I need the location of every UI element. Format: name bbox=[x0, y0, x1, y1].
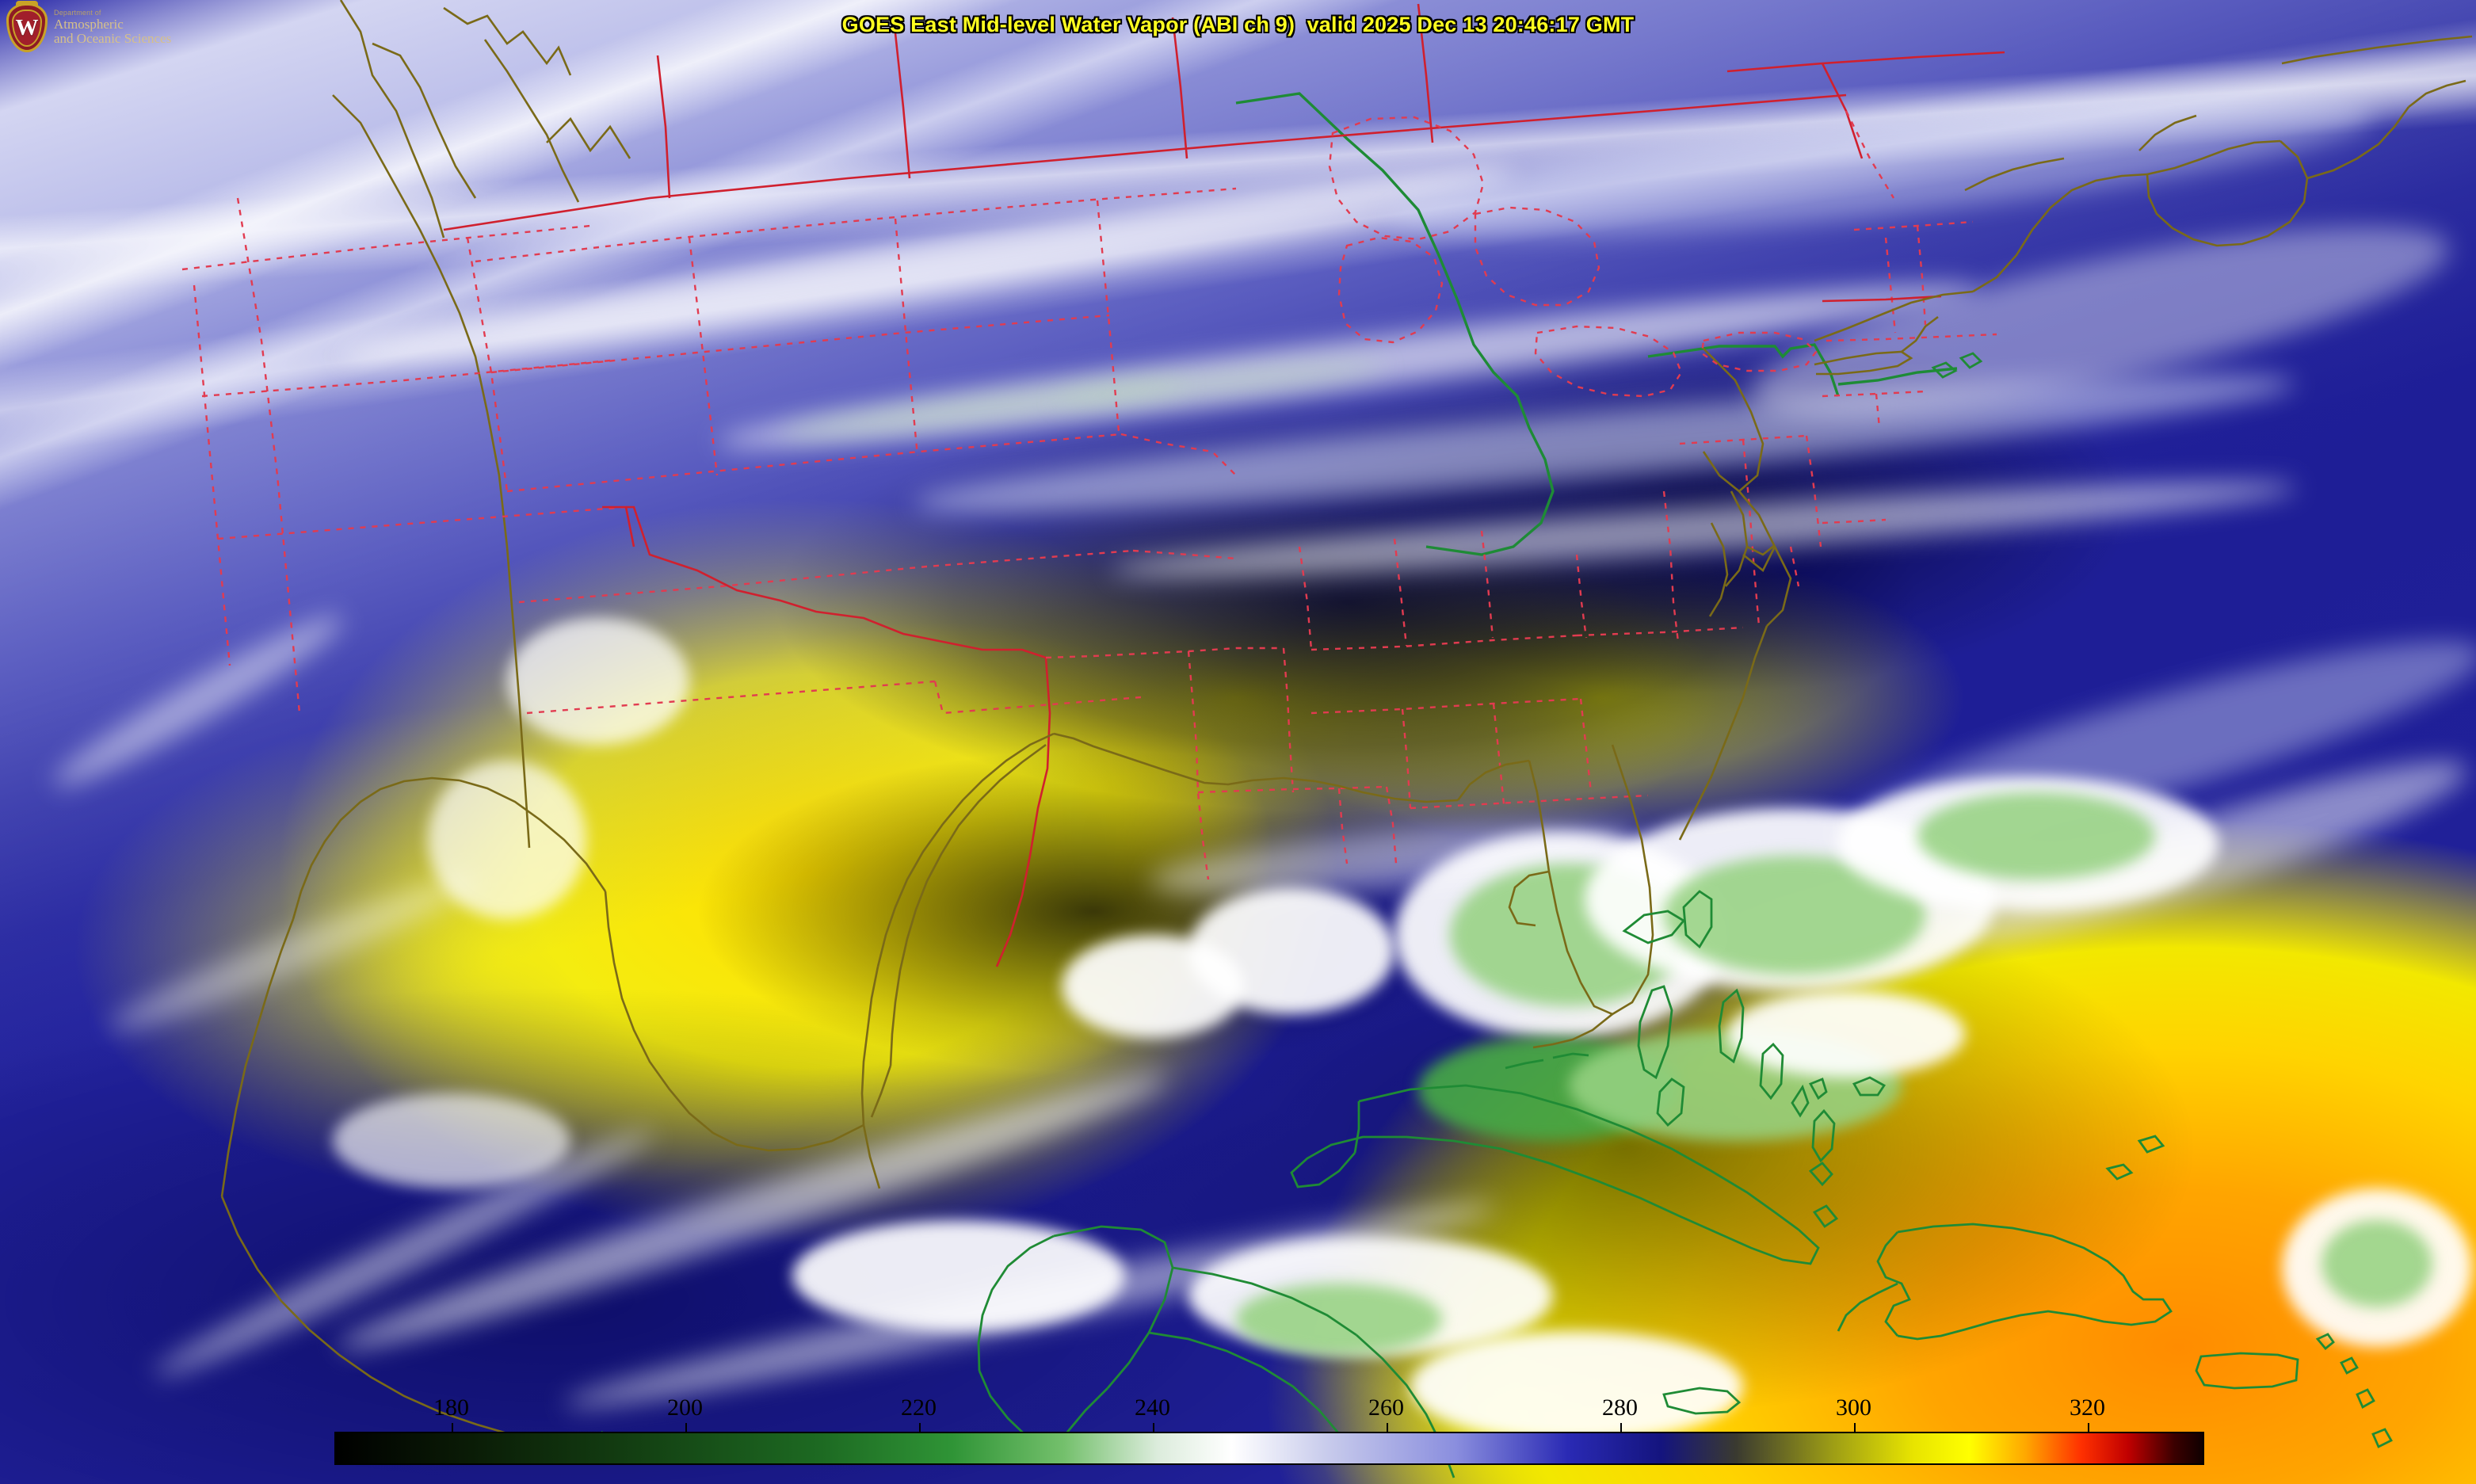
colorbar-tick-label: 280 bbox=[1602, 1394, 1638, 1421]
colorbar-tick-label: 200 bbox=[667, 1394, 703, 1421]
colorbar-tick-label: 320 bbox=[2070, 1394, 2105, 1421]
logo-department-line: Department of bbox=[54, 9, 101, 17]
uw-aos-logo: W Department of Atmospheric and Oceanic … bbox=[6, 1, 171, 52]
colorbar-tick-label: 260 bbox=[1368, 1394, 1404, 1421]
colorbar bbox=[334, 1432, 2204, 1465]
colorbar-tick-label: 240 bbox=[1135, 1394, 1170, 1421]
page-title: GOES East Mid-level Water Vapor (ABI ch … bbox=[841, 13, 1635, 36]
colorbar-tick-label: 300 bbox=[1836, 1394, 1871, 1421]
colorbar-tick-mark bbox=[451, 1423, 453, 1434]
coastline-us bbox=[220, 348, 1792, 1197]
logo-line-1: Atmospheric bbox=[54, 16, 124, 32]
logo-line-2: and Oceanic Sciences bbox=[54, 30, 172, 46]
borders-states bbox=[181, 3, 2005, 967]
colorbar-tick-label: 180 bbox=[433, 1394, 469, 1421]
colorbar-tick-mark bbox=[1620, 1423, 1622, 1434]
colorbar-tick-mark bbox=[1853, 1423, 1856, 1434]
colorbar-gradient bbox=[336, 1433, 2203, 1463]
border-canada-us bbox=[1235, 92, 1958, 556]
coastline-canada bbox=[332, 0, 631, 849]
colorbar-ticks: 180 200 220 240 260 280 300 320 bbox=[334, 1394, 2204, 1434]
great-lakes bbox=[1328, 116, 1818, 398]
colorbar-tick-mark bbox=[685, 1423, 687, 1434]
colorbar-tick-mark bbox=[1152, 1423, 1154, 1434]
crest-letter: W bbox=[15, 14, 39, 40]
colorbar-tick-mark bbox=[2087, 1423, 2089, 1434]
coastline-northeast bbox=[1708, 35, 2473, 617]
uw-crest-icon: W bbox=[6, 1, 48, 52]
coastline-caribbean bbox=[220, 890, 2393, 1478]
colorbar-tick-mark bbox=[918, 1423, 921, 1434]
colorbar-tick-label: 220 bbox=[901, 1394, 937, 1421]
logo-text-block: Department of Atmospheric and Oceanic Sc… bbox=[54, 10, 171, 46]
colorbar-tick-mark bbox=[1386, 1423, 1388, 1434]
